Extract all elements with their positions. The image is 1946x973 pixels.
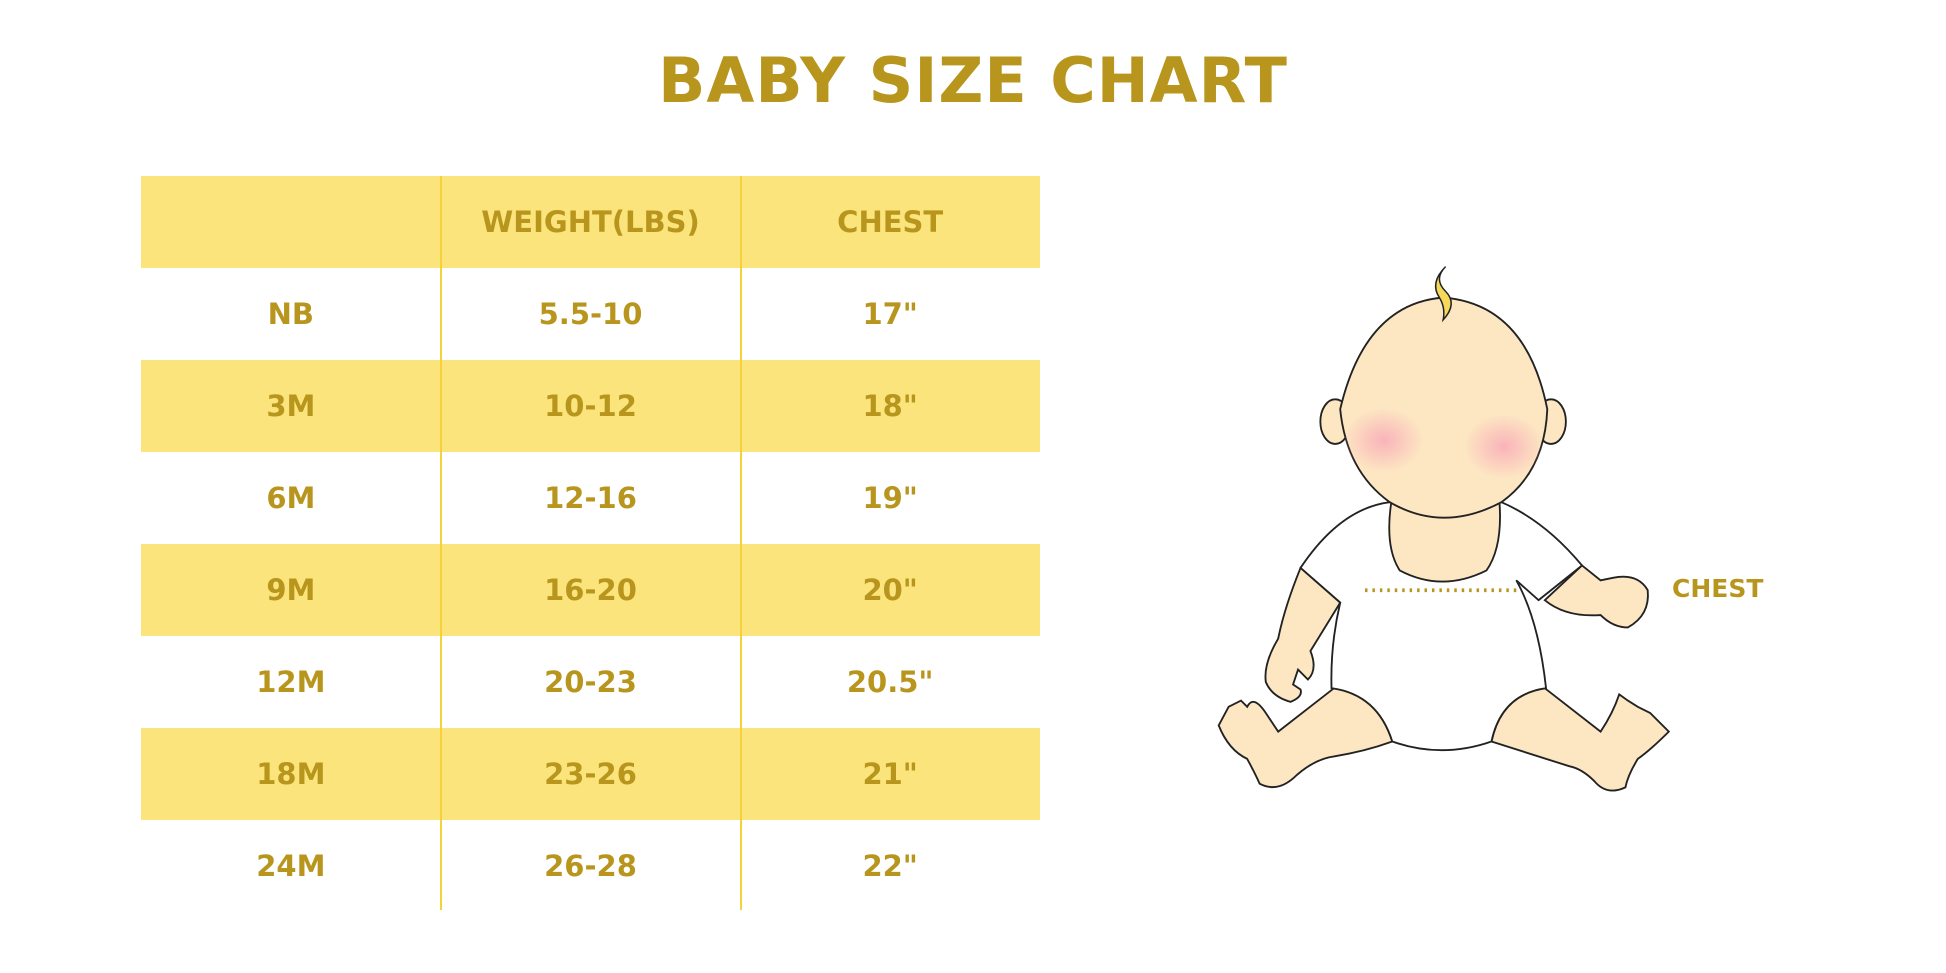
table-row: 6M 12-16 19" xyxy=(141,452,1040,544)
table-header-row: WEIGHT(LBS) CHEST xyxy=(141,176,1040,268)
header-cell: CHEST xyxy=(837,205,944,239)
weight-cell: 12-16 xyxy=(544,481,637,515)
weight-cell: 16-20 xyxy=(544,573,637,607)
chest-label: CHEST xyxy=(1672,574,1764,603)
column-divider xyxy=(740,176,742,910)
header-cell: WEIGHT(LBS) xyxy=(481,205,700,239)
size-cell: 9M xyxy=(266,573,316,607)
table-row: NB 5.5-10 17" xyxy=(141,268,1040,360)
size-cell: 12M xyxy=(256,665,326,699)
table-row: 9M 16-20 20" xyxy=(141,544,1040,636)
size-cell: NB xyxy=(267,297,315,331)
chest-cell: 17" xyxy=(862,297,918,331)
size-cell: 24M xyxy=(256,849,326,883)
table-row: 18M 23-26 21" xyxy=(141,728,1040,820)
chest-cell: 18" xyxy=(862,389,918,423)
size-cell: 3M xyxy=(266,389,316,423)
chest-cell: 22" xyxy=(862,849,918,883)
table-row: 12M 20-23 20.5" xyxy=(141,636,1040,728)
chest-cell: 21" xyxy=(862,757,918,791)
weight-cell: 10-12 xyxy=(544,389,637,423)
column-divider xyxy=(440,176,442,910)
chest-cell: 20.5" xyxy=(846,665,934,699)
page-title: BABY SIZE CHART xyxy=(658,44,1288,117)
weight-cell: 5.5-10 xyxy=(538,297,643,331)
header-cell xyxy=(141,176,441,268)
size-table: WEIGHT(LBS) CHEST NB 5.5-10 17" 3M 10-12 18" 6… xyxy=(141,176,1040,912)
chest-cell: 19" xyxy=(862,481,918,515)
weight-cell: 20-23 xyxy=(544,665,637,699)
size-cell: 6M xyxy=(266,481,316,515)
chest-cell: 20" xyxy=(862,573,918,607)
weight-cell: 26-28 xyxy=(544,849,637,883)
table-row: 24M 26-28 22" xyxy=(141,820,1040,912)
table-row: 3M 10-12 18" xyxy=(141,360,1040,452)
baby-illustration xyxy=(1217,266,1671,792)
size-cell: 18M xyxy=(256,757,326,791)
weight-cell: 23-26 xyxy=(544,757,637,791)
